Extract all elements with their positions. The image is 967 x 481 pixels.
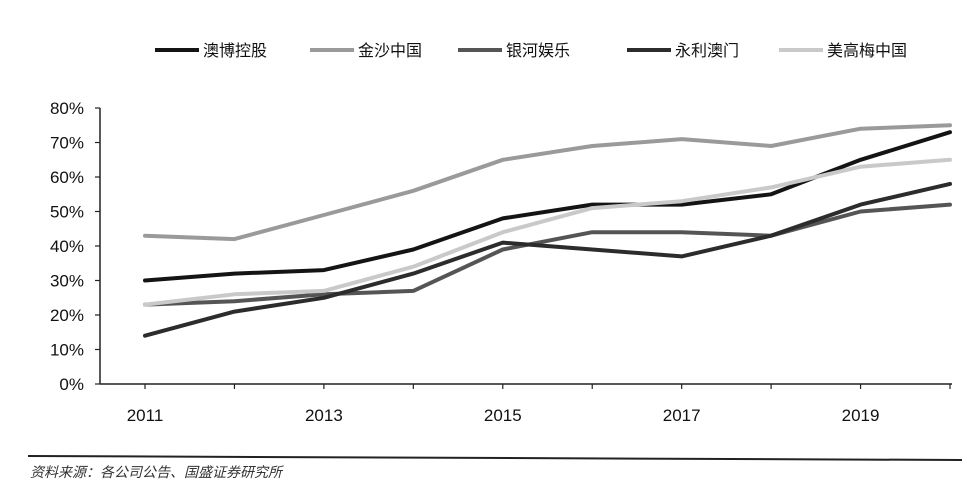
y-tick-label: 30% bbox=[50, 272, 84, 291]
source-note: 资料来源：各公司公告、国盛证券研究所 bbox=[30, 465, 284, 481]
source-divider bbox=[27, 455, 963, 461]
legend-label: 美高梅中国 bbox=[827, 41, 907, 60]
legend-label: 澳博控股 bbox=[203, 41, 267, 60]
y-tick-label: 40% bbox=[50, 237, 84, 256]
legend-label: 金沙中国 bbox=[358, 41, 422, 60]
x-tick-label: 2019 bbox=[842, 406, 880, 425]
y-tick-label: 50% bbox=[50, 203, 84, 222]
y-tick-label: 60% bbox=[50, 168, 84, 187]
y-tick-label: 0% bbox=[59, 375, 84, 394]
x-axis: 2011 2013 2015 2017 2019 bbox=[100, 383, 952, 425]
x-tick-label: 2013 bbox=[305, 406, 343, 425]
series-line-2 bbox=[143, 123, 952, 242]
legend-label: 永利澳门 bbox=[675, 41, 739, 60]
series-lines bbox=[143, 123, 952, 338]
series-line-3 bbox=[143, 202, 952, 307]
x-tick-label: 2017 bbox=[663, 406, 701, 425]
y-tick-label: 20% bbox=[50, 306, 84, 325]
series-line-5 bbox=[143, 157, 952, 307]
legend: 澳博控股 金沙中国 银河娱乐 永利澳门 美高梅中国 bbox=[155, 41, 907, 60]
y-tick-label: 80% bbox=[50, 99, 84, 118]
series-line-4 bbox=[143, 181, 952, 338]
x-tick-label: 2015 bbox=[484, 406, 522, 425]
y-tick-label: 70% bbox=[50, 134, 84, 153]
y-axis: 0% 10% 20% 30% 40% 50% 60% 70% 80% bbox=[50, 99, 101, 394]
legend-label: 银河娱乐 bbox=[506, 41, 570, 60]
x-tick-label: 2011 bbox=[127, 406, 164, 425]
y-tick-label: 10% bbox=[50, 341, 84, 360]
